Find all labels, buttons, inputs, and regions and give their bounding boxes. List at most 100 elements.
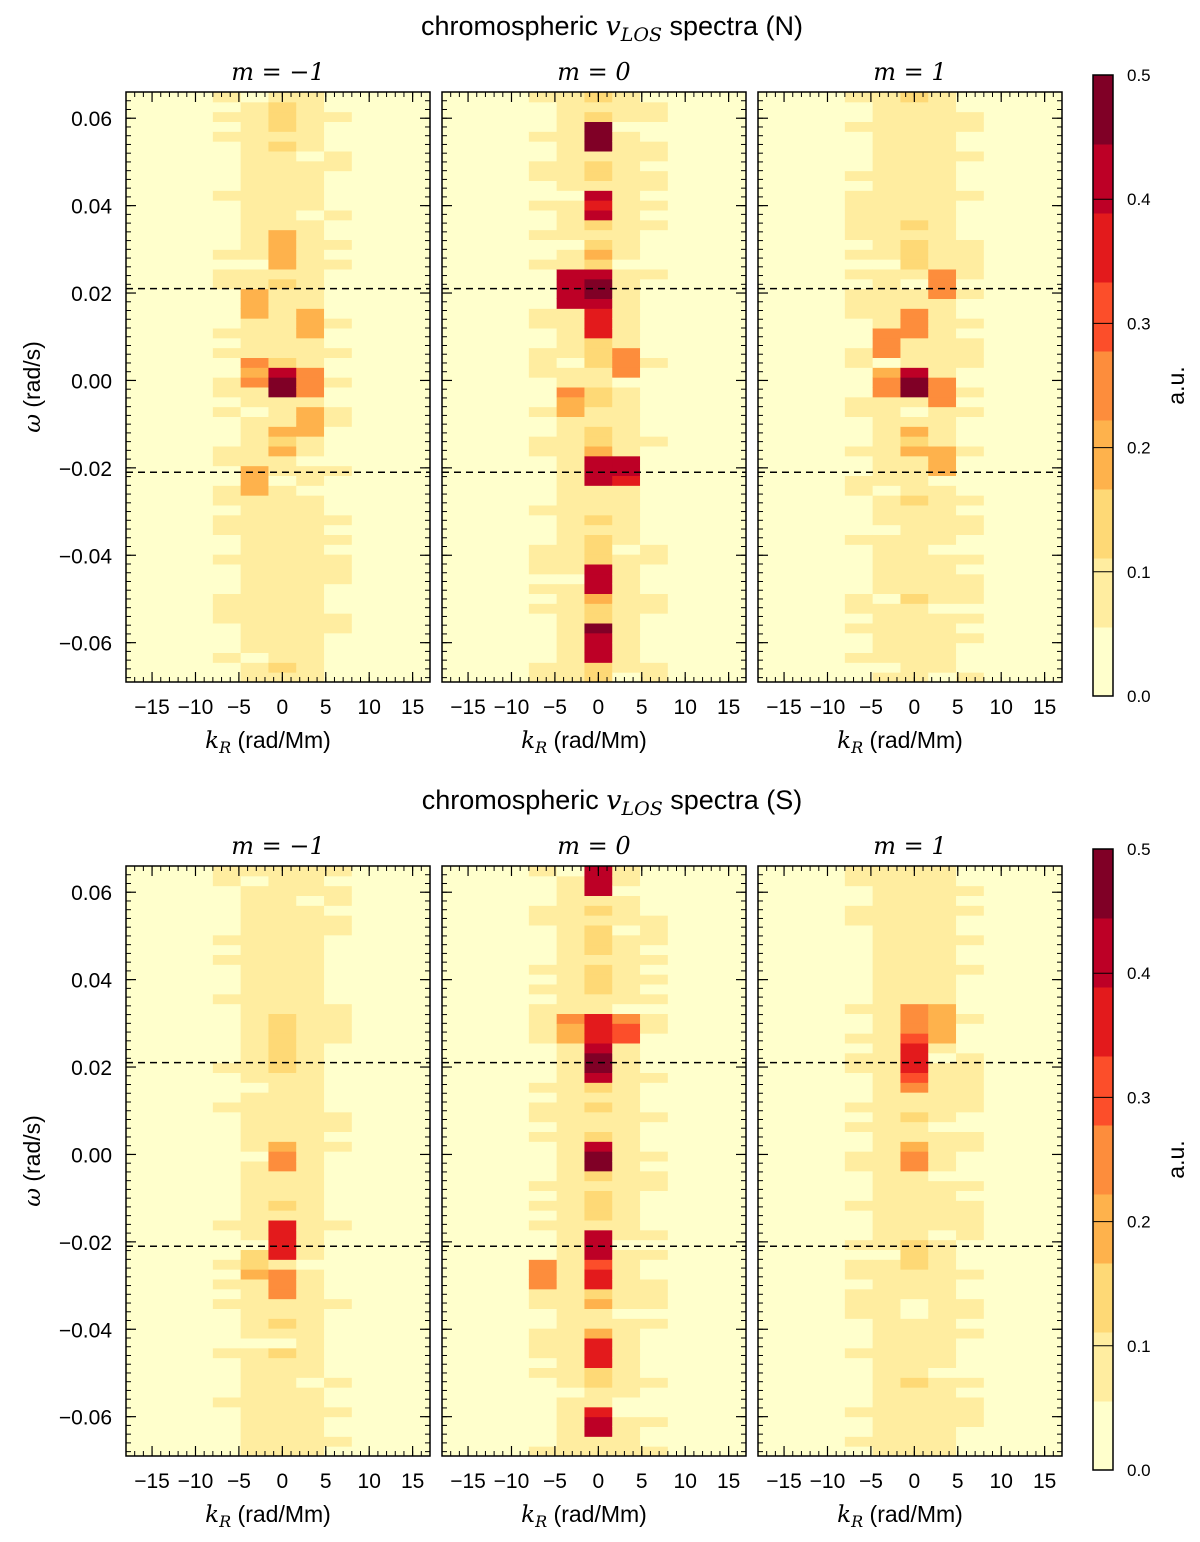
heatmap-cell <box>157 446 186 457</box>
heatmap-cell <box>240 514 269 526</box>
x-axis-subscript: R <box>850 738 863 757</box>
heatmap-cell <box>789 642 818 653</box>
heatmap-cell <box>157 1062 186 1073</box>
heatmap-cell <box>240 337 269 349</box>
heatmap-cell <box>872 269 901 280</box>
heatmap-cell <box>296 1377 325 1388</box>
heatmap-cell <box>667 210 697 221</box>
heatmap-cell <box>212 446 242 457</box>
heatmap-cell <box>667 954 697 965</box>
heatmap-cell <box>324 436 353 447</box>
heatmap-cell <box>212 1269 242 1280</box>
heatmap-cell <box>956 1239 985 1250</box>
heatmap-cell <box>956 1367 985 1378</box>
heatmap-cell <box>640 1200 669 1211</box>
heatmap-cell <box>556 1347 585 1359</box>
heatmap-cell <box>296 160 325 172</box>
heatmap-cell <box>157 239 186 250</box>
heatmap-cell <box>667 219 697 231</box>
heatmap-cell <box>667 505 697 516</box>
heatmap-cell <box>789 1426 818 1437</box>
heatmap-cell <box>612 485 641 496</box>
heatmap-cell <box>956 632 985 644</box>
heatmap-cell <box>185 318 214 329</box>
heatmap-cell <box>900 1328 929 1339</box>
heatmap-cell <box>185 475 214 486</box>
heatmap-cell <box>872 613 901 624</box>
heatmap-cell <box>844 895 874 906</box>
heatmap-cell <box>296 131 325 142</box>
heatmap-cell <box>473 866 502 877</box>
x-axis-label: kR (rad/Mm) <box>205 727 331 757</box>
heatmap-cell <box>640 875 669 887</box>
heatmap-cell <box>928 1249 957 1260</box>
heatmap-cell <box>501 219 530 231</box>
heatmap-cell <box>556 465 585 476</box>
heatmap-cell <box>157 495 186 506</box>
heatmap-cell <box>872 1092 901 1103</box>
heatmap-cell <box>872 1357 901 1368</box>
heatmap-cell <box>789 1072 818 1083</box>
heatmap-cell <box>268 885 297 896</box>
heatmap-cell <box>900 249 929 260</box>
heatmap-cell <box>872 141 901 152</box>
heatmap-cell <box>268 347 297 358</box>
heatmap-cell <box>983 1269 1013 1280</box>
heatmap-cell <box>872 514 901 526</box>
heatmap-cell <box>240 1328 269 1339</box>
heatmap-cell <box>212 1013 242 1024</box>
heatmap-cell <box>817 1338 846 1349</box>
heatmap-cell <box>983 1220 1013 1231</box>
heatmap-cell <box>956 111 985 122</box>
heatmap-cell <box>844 288 874 299</box>
heatmap-cell <box>185 455 214 467</box>
x-axis-symbol: k <box>205 728 219 754</box>
heatmap-cell <box>584 1357 613 1368</box>
heatmap-cell <box>667 984 697 995</box>
heatmap-cell <box>324 632 353 644</box>
heatmap-cell <box>844 915 874 926</box>
heatmap-cell <box>528 632 558 644</box>
heatmap-cell <box>612 426 641 437</box>
heatmap-cell <box>473 1446 502 1457</box>
heatmap-cell <box>640 180 669 191</box>
heatmap-cell <box>789 200 818 211</box>
colorbar: 0.00.10.20.30.40.5a.u. <box>1092 66 1189 706</box>
heatmap-cell <box>473 1111 502 1123</box>
heatmap-cell <box>900 416 929 427</box>
heatmap-cell <box>212 406 242 417</box>
heatmap-cell <box>844 662 874 673</box>
heatmap-cell <box>324 915 353 926</box>
heatmap-cell <box>324 1052 353 1064</box>
heatmap-cell <box>351 1033 381 1044</box>
chart-title: chromospheric vLOS spectra (S) <box>422 785 803 820</box>
heatmap-cell <box>212 347 242 358</box>
x-axis-subscript: R <box>850 1512 863 1531</box>
heatmap-cell <box>351 632 381 644</box>
heatmap-cell <box>556 210 585 221</box>
heatmap-cell <box>324 406 353 417</box>
heatmap-cell <box>640 160 669 172</box>
heatmap-cell <box>324 1249 353 1260</box>
heatmap-cell <box>268 131 297 142</box>
heatmap-cell <box>872 259 901 270</box>
heatmap-cell <box>324 672 353 683</box>
heatmap-cell <box>612 1328 641 1339</box>
heatmap-cell <box>157 170 186 181</box>
heatmap-cell <box>528 269 558 280</box>
heatmap-cell <box>928 1308 957 1319</box>
heatmap-cell <box>817 1298 846 1309</box>
heatmap-cell <box>296 308 325 319</box>
heatmap-cell <box>185 160 214 172</box>
x-tick-label: 5 <box>952 696 964 719</box>
heatmap-cell <box>817 905 846 916</box>
heatmap-cell <box>268 1190 297 1201</box>
heatmap-cell <box>789 1190 818 1201</box>
heatmap-cell <box>612 367 641 378</box>
heatmap-cell <box>983 1347 1013 1359</box>
heatmap-cell <box>844 377 874 388</box>
heatmap-cell <box>789 1377 818 1388</box>
heatmap-cell <box>584 1151 613 1162</box>
heatmap-cell <box>872 984 901 995</box>
heatmap-cell <box>667 1220 697 1231</box>
